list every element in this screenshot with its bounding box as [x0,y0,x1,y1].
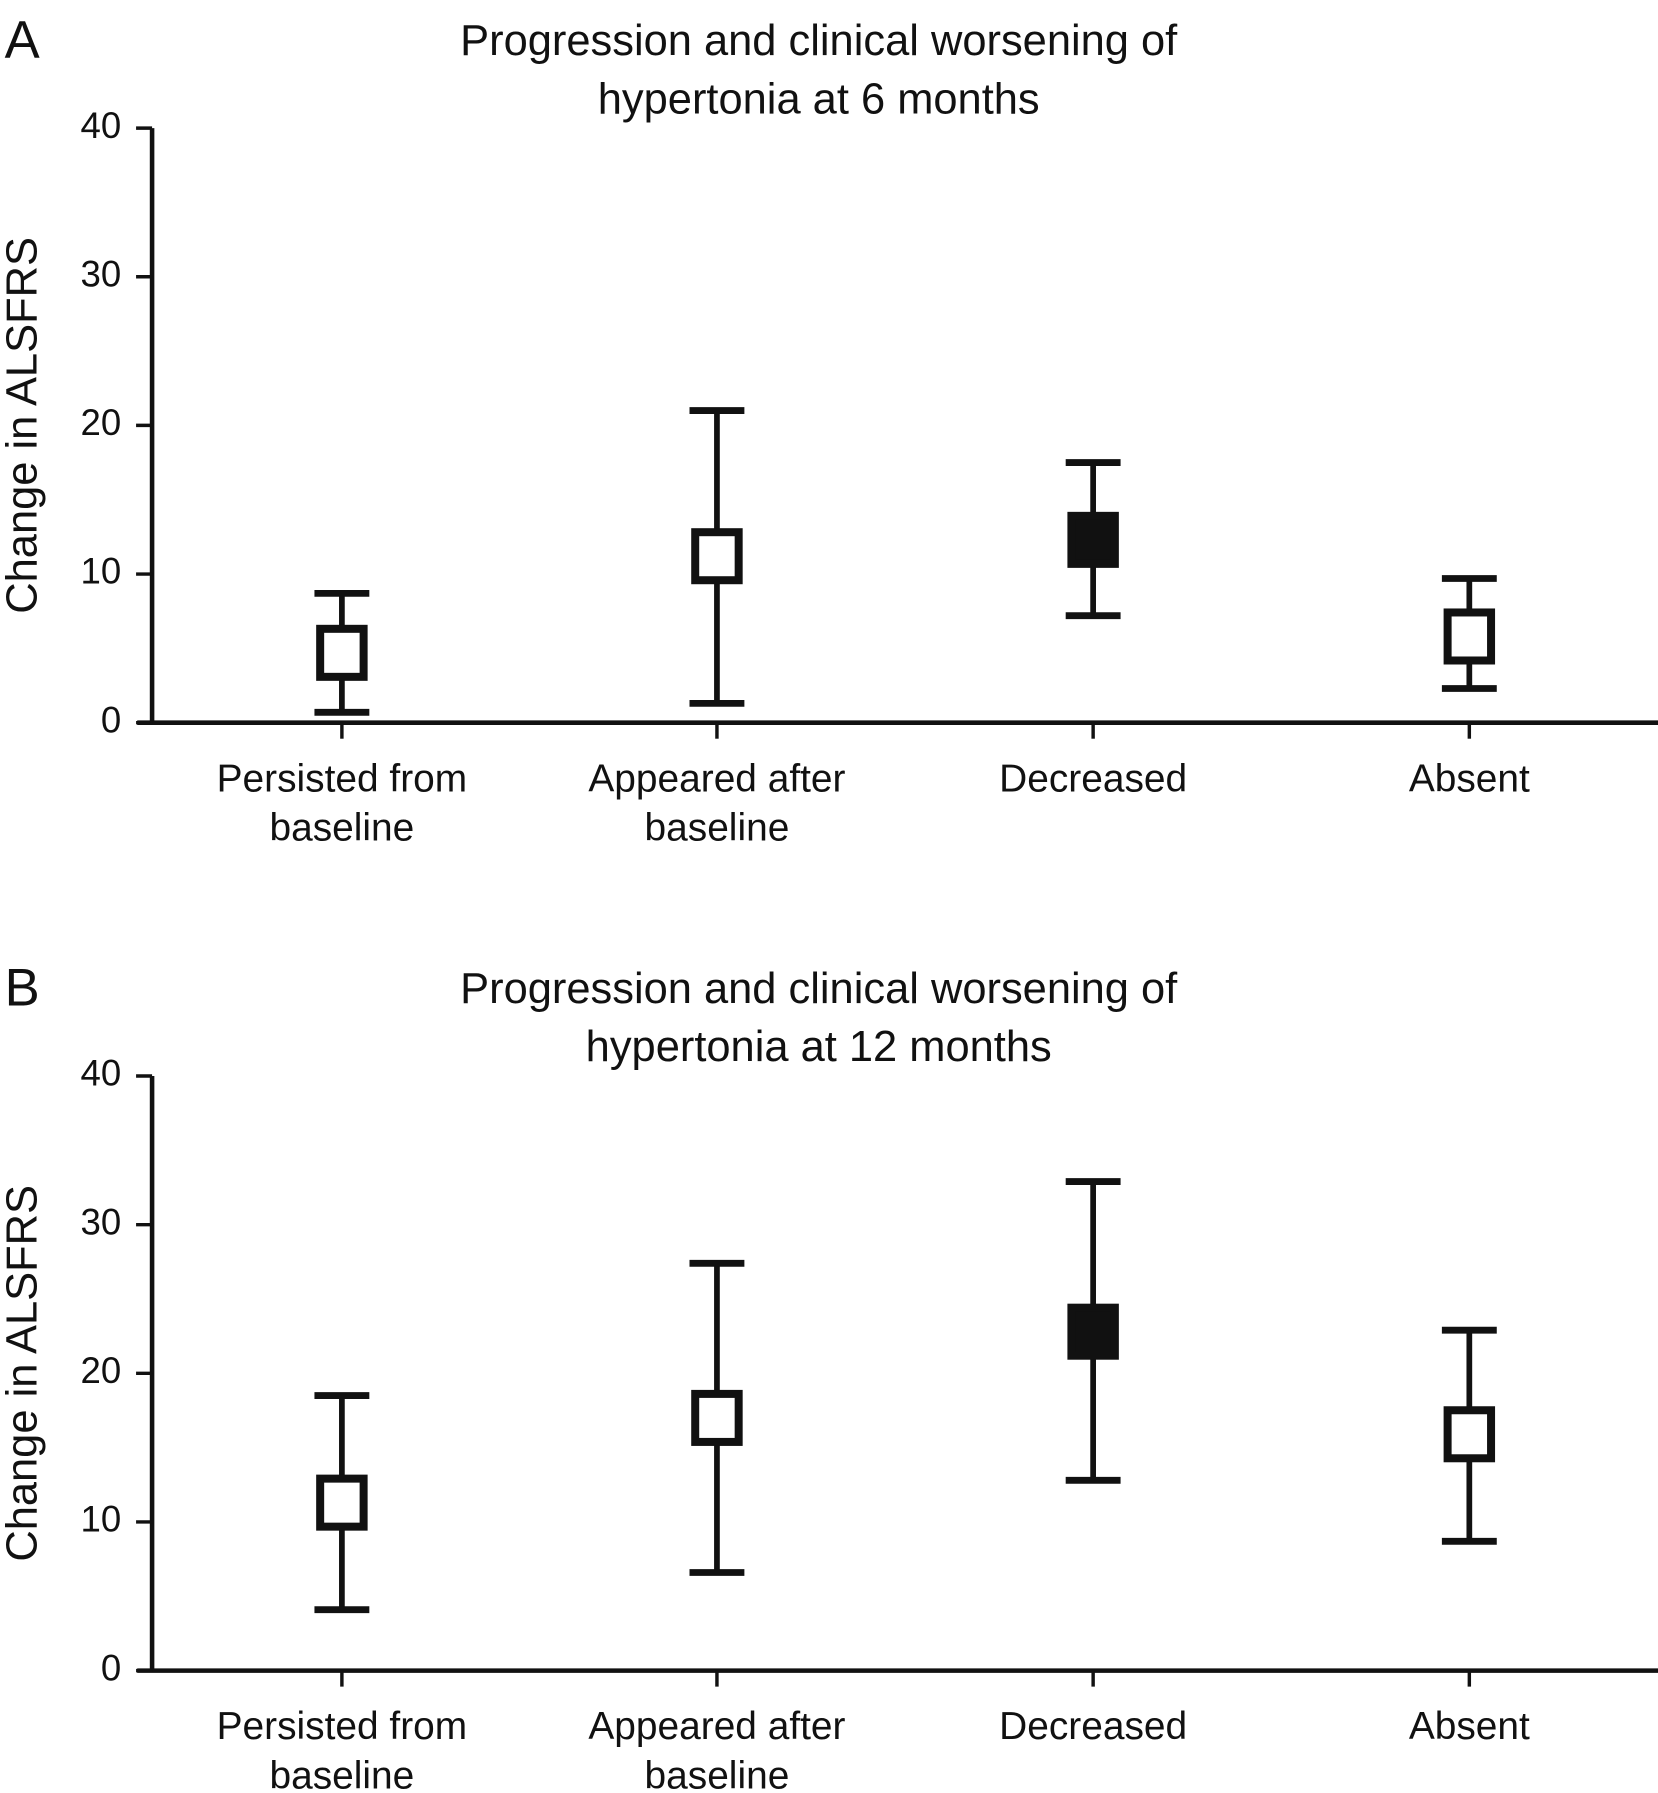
x-tick-label: baseline [645,1754,790,1793]
y-tick-label: 0 [101,699,121,740]
x-tick-label: Absent [1409,1705,1530,1748]
chart-title: Progression and clinical worsening of [460,965,1178,1013]
x-tick-label: Appeared after [588,1705,845,1748]
x-tick-label: baseline [645,806,790,849]
x-tick-label: Decreased [999,757,1187,800]
x-tick-label: Appeared after [588,757,845,800]
y-axis-label: Change in ALSFRS [0,237,47,614]
y-tick-label: 40 [81,1053,122,1094]
mean-marker [316,1474,368,1531]
chart-title: hypertonia at 12 months [586,1023,1052,1071]
x-tick-label: Persisted from [217,757,468,800]
x-tick-label: baseline [270,806,415,849]
y-axis-label: Change in ALSFRS [0,1185,47,1562]
chart-title: Progression and clinical worsening of [460,17,1178,65]
x-tick-label: baseline [270,1754,415,1793]
y-tick-label: 40 [81,105,122,146]
y-tick-label: 30 [81,1201,122,1242]
x-tick-label: Absent [1409,757,1530,800]
panel-label: B [5,958,40,1017]
y-tick-label: 10 [81,1499,122,1540]
y-tick-label: 20 [81,402,122,443]
x-tick-label: Decreased [999,1705,1187,1748]
y-tick-label: 0 [101,1647,121,1688]
y-tick-label: 30 [81,253,122,294]
chart-title: hypertonia at 6 months [598,75,1040,123]
mean-marker [691,528,743,585]
mean-marker [691,1389,743,1446]
mean-marker [1067,1303,1119,1360]
panel-label: A [5,10,40,69]
mean-marker [1443,608,1496,665]
y-tick-label: 10 [81,551,122,592]
x-tick-label: Persisted from [217,1705,468,1748]
mean-marker [316,624,368,681]
mean-marker [1443,1406,1496,1463]
mean-marker [1067,511,1119,568]
y-tick-label: 20 [81,1350,122,1391]
